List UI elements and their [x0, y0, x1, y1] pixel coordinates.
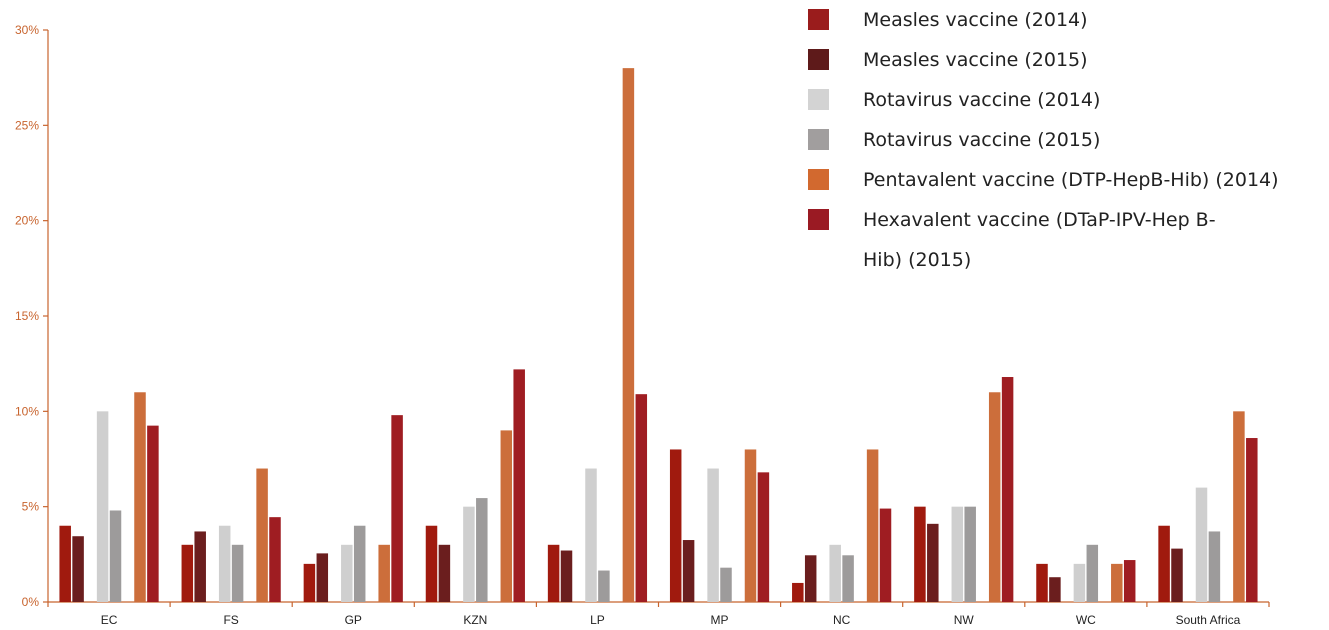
- y-tick-label: 10%: [15, 404, 39, 418]
- x-tick-label: FS: [223, 613, 238, 627]
- x-tick-label: South Africa: [1176, 613, 1241, 627]
- bar-nc-series-2: [829, 544, 841, 602]
- bar-ec-series-3: [109, 510, 122, 602]
- legend-label-rotavirus-2015: Rotavirus vaccine (2015): [863, 129, 1101, 151]
- bar-nc-series-5: [879, 508, 892, 602]
- bar-fs-series-2: [218, 525, 231, 602]
- legend-swatch-hexavalent-2015: [808, 209, 829, 230]
- bar-fs-series-1: [194, 531, 206, 602]
- bar-gp-series-3: [353, 525, 366, 602]
- bar-south-africa-series-4: [1233, 411, 1245, 602]
- x-tick-label: WC: [1076, 613, 1096, 627]
- legend-label-measles-2015: Measles vaccine (2015): [863, 49, 1088, 71]
- bar-lp-series-3: [598, 570, 610, 602]
- legend-swatch-rotavirus-2014: [808, 89, 829, 110]
- bar-south-africa-series-2: [1195, 487, 1208, 602]
- legend-item-measles-2015: Measles vaccine (2015): [808, 40, 1323, 80]
- x-tick-label: GP: [345, 613, 362, 627]
- legend-label-rotavirus-2014: Rotavirus vaccine (2014): [863, 89, 1101, 111]
- bar-gp-series-0: [303, 563, 316, 602]
- legend-swatch-measles-2014: [808, 9, 829, 30]
- bar-ec-series-1: [72, 536, 84, 602]
- bar-fs-series-0: [181, 544, 194, 602]
- x-tick-label: EC: [101, 613, 118, 627]
- y-tick-label: 15%: [15, 309, 39, 323]
- y-tick-label: 5%: [22, 500, 40, 514]
- bar-kzn-series-1: [438, 544, 451, 602]
- legend-label-hexavalent-2015: Hexavalent vaccine (DTaP-IPV-Hep B-Hib) …: [863, 209, 1216, 271]
- x-tick-label: NC: [833, 613, 851, 627]
- bar-nw-series-0: [914, 506, 926, 602]
- bar-mp-series-4: [744, 449, 757, 602]
- bar-lp-series-5: [635, 394, 648, 602]
- bar-nc-series-3: [842, 555, 854, 602]
- bar-nc-series-4: [866, 449, 879, 602]
- bar-lp-series-1: [560, 550, 573, 602]
- legend-item-rotavirus-2015: Rotavirus vaccine (2015): [808, 120, 1323, 160]
- bar-ec-series-0: [59, 525, 71, 602]
- bar-fs-series-5: [269, 517, 281, 602]
- bar-lp-series-0: [547, 544, 560, 602]
- bar-south-africa-series-3: [1208, 531, 1221, 602]
- bar-mp-series-0: [669, 449, 682, 602]
- bar-ec-series-2: [96, 411, 109, 602]
- x-tick-label: MP: [711, 613, 729, 627]
- y-tick-label: 20%: [15, 214, 39, 228]
- bar-mp-series-1: [682, 540, 695, 602]
- x-tick-label: LP: [590, 613, 605, 627]
- bar-wc-series-1: [1049, 577, 1061, 602]
- bar-wc-series-4: [1111, 563, 1123, 602]
- bar-wc-series-2: [1073, 563, 1086, 602]
- legend-item-pentavalent-2014: Pentavalent vaccine (DTP-HepB-Hib) (2014…: [808, 160, 1323, 200]
- bar-nw-series-4: [988, 392, 1001, 602]
- bar-wc-series-3: [1086, 544, 1099, 602]
- legend-label-measles-2014: Measles vaccine (2014): [863, 9, 1088, 31]
- bar-south-africa-series-5: [1246, 438, 1258, 602]
- bar-nw-series-1: [927, 523, 939, 602]
- bar-fs-series-3: [231, 544, 244, 602]
- bar-kzn-series-0: [425, 525, 438, 602]
- bar-lp-series-2: [585, 468, 597, 602]
- bar-nw-series-3: [964, 506, 976, 602]
- bar-nc-series-1: [804, 555, 817, 602]
- bar-nc-series-0: [792, 582, 804, 602]
- x-tick-label: NW: [954, 613, 975, 627]
- bar-ec-series-4: [134, 392, 146, 602]
- bar-gp-series-4: [378, 544, 390, 602]
- bar-gp-series-1: [316, 553, 329, 602]
- bar-mp-series-5: [757, 472, 770, 602]
- legend-swatch-pentavalent-2014: [808, 169, 829, 190]
- bar-south-africa-series-0: [1158, 525, 1170, 602]
- x-tick-label: KZN: [463, 613, 487, 627]
- bar-kzn-series-3: [476, 498, 488, 602]
- legend-swatch-rotavirus-2015: [808, 129, 829, 150]
- legend-swatch-measles-2015: [808, 49, 829, 70]
- bar-kzn-series-5: [513, 369, 525, 602]
- bar-mp-series-2: [707, 468, 719, 602]
- bar-south-africa-series-1: [1171, 548, 1183, 602]
- y-tick-label: 0%: [22, 595, 40, 609]
- legend-label-pentavalent-2014: Pentavalent vaccine (DTP-HepB-Hib) (2014…: [863, 169, 1279, 191]
- bar-mp-series-3: [720, 567, 732, 602]
- bar-nw-series-2: [951, 506, 964, 602]
- bar-gp-series-2: [341, 544, 353, 602]
- bar-kzn-series-4: [500, 430, 513, 602]
- y-tick-label: 25%: [15, 118, 39, 132]
- legend-item-measles-2014: Measles vaccine (2014): [808, 0, 1323, 40]
- bar-gp-series-5: [391, 415, 403, 602]
- bar-lp-series-4: [622, 68, 635, 603]
- legend-item-hexavalent-2015: Hexavalent vaccine (DTaP-IPV-Hep B-Hib) …: [808, 200, 1243, 280]
- bar-fs-series-4: [256, 468, 268, 602]
- y-tick-label: 30%: [15, 23, 39, 37]
- legend-item-rotavirus-2014: Rotavirus vaccine (2014): [808, 80, 1323, 120]
- bar-ec-series-5: [147, 425, 159, 602]
- bar-wc-series-5: [1123, 560, 1136, 602]
- bar-wc-series-0: [1036, 563, 1048, 602]
- bar-kzn-series-2: [463, 506, 475, 602]
- bar-nw-series-5: [1001, 377, 1014, 602]
